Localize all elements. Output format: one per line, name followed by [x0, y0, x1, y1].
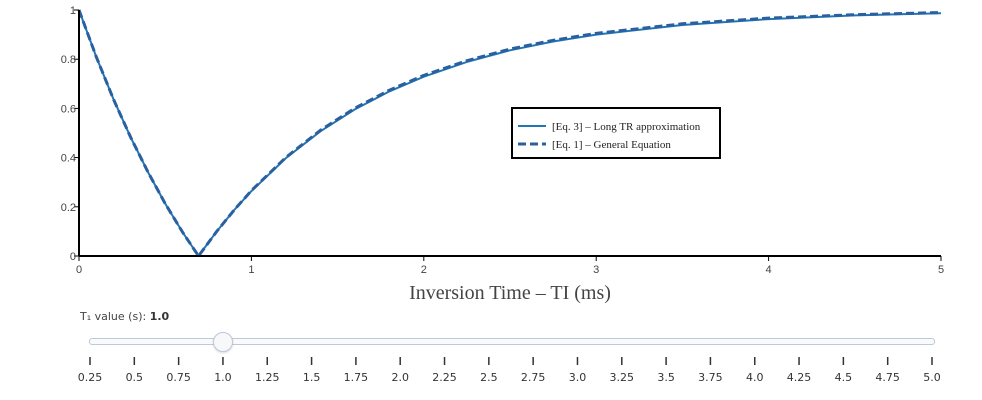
slider-rail[interactable] [89, 338, 935, 345]
slider-tick-label[interactable]: 4.0 [746, 371, 764, 384]
slider-tick-label[interactable]: 4.25 [787, 371, 812, 384]
x-tick-label: 3 [593, 264, 599, 276]
slider-current-value: 1.0 [149, 310, 170, 323]
slider-tick-label[interactable]: 4.5 [835, 371, 853, 384]
slider-tick-label[interactable]: 2.25 [432, 371, 457, 384]
legend[interactable]: [Eq. 3] – Long TR approximation [Eq. 1] … [511, 107, 721, 159]
x-tick-label: 2 [421, 264, 427, 276]
x-axis-ticks: 0 1 2 3 4 5 [76, 256, 944, 276]
slider-tick-label[interactable]: 3.5 [657, 371, 675, 384]
slider-handle[interactable] [212, 332, 233, 352]
x-tick-label: 4 [766, 264, 772, 276]
slider-tick-label[interactable]: 1.5 [303, 371, 321, 384]
slider-tick-label[interactable]: 0.75 [166, 371, 191, 384]
chart: 0 1 2 3 4 5 0 0.2 0.4 0.6 0.8 1 Inversion Time – T… [61, 5, 944, 304]
slider-tick-label[interactable]: 4.75 [875, 371, 900, 384]
y-tick-label: 0.6 [61, 103, 76, 115]
slider-tick-label[interactable]: 0.5 [126, 371, 144, 384]
slider-tick-label[interactable]: 2.5 [480, 371, 498, 384]
slider-tick-label[interactable]: 1.0 [214, 371, 232, 384]
y-tick-label: 0.2 [61, 202, 76, 214]
x-tick-label: 1 [248, 264, 254, 276]
slider-tick-label[interactable]: 5.0 [923, 371, 941, 384]
slider-tick-label[interactable]: 2.0 [391, 371, 409, 384]
y-tick-label: 0.8 [61, 54, 76, 66]
t1-slider[interactable]: T₁ value (s): 1.0 0.25 0.5 0.75 1.0 1.25 1.5 1… [0, 300, 982, 400]
plot-lines [77, 9, 942, 258]
slider-label-prefix: T₁ value (s): [80, 310, 150, 323]
series-line-eq3 [78, 9, 942, 257]
y-tick-label: 0.4 [61, 153, 76, 165]
slider-tick-label[interactable]: 1.25 [255, 371, 280, 384]
x-tick-label: 0 [76, 264, 82, 276]
slider-tick-label[interactable]: 2.75 [521, 371, 546, 384]
legend-label-eq3: [Eq. 3] – Long TR approximation [552, 121, 701, 133]
slider-tick-label[interactable]: 0.25 [78, 371, 103, 384]
slider-tick-label[interactable]: 3.25 [610, 371, 635, 384]
slider-ticks: 0.25 0.5 0.75 1.0 1.25 1.5 1.75 2.0 2.25 2.5 2.75 3… [78, 357, 941, 384]
y-axis-ticks: 0 0.2 0.4 0.6 0.8 1 [61, 5, 79, 263]
y-tick-label: 0 [70, 251, 76, 263]
series-line-eq1 [77, 9, 942, 258]
x-tick-label: 5 [938, 264, 944, 276]
slider-tick-label[interactable]: 3.0 [569, 371, 587, 384]
slider-label: T₁ value (s): 1.0 [80, 310, 169, 323]
legend-label-eq1: [Eq. 1] – General Equation [552, 139, 671, 151]
legend-box [511, 107, 721, 159]
slider-tick-label[interactable]: 3.75 [698, 371, 723, 384]
slider-tick-label[interactable]: 1.75 [344, 371, 369, 384]
y-tick-label: 1 [70, 5, 76, 17]
x-axis-title: Inversion Time – TI (ms) [409, 282, 611, 304]
